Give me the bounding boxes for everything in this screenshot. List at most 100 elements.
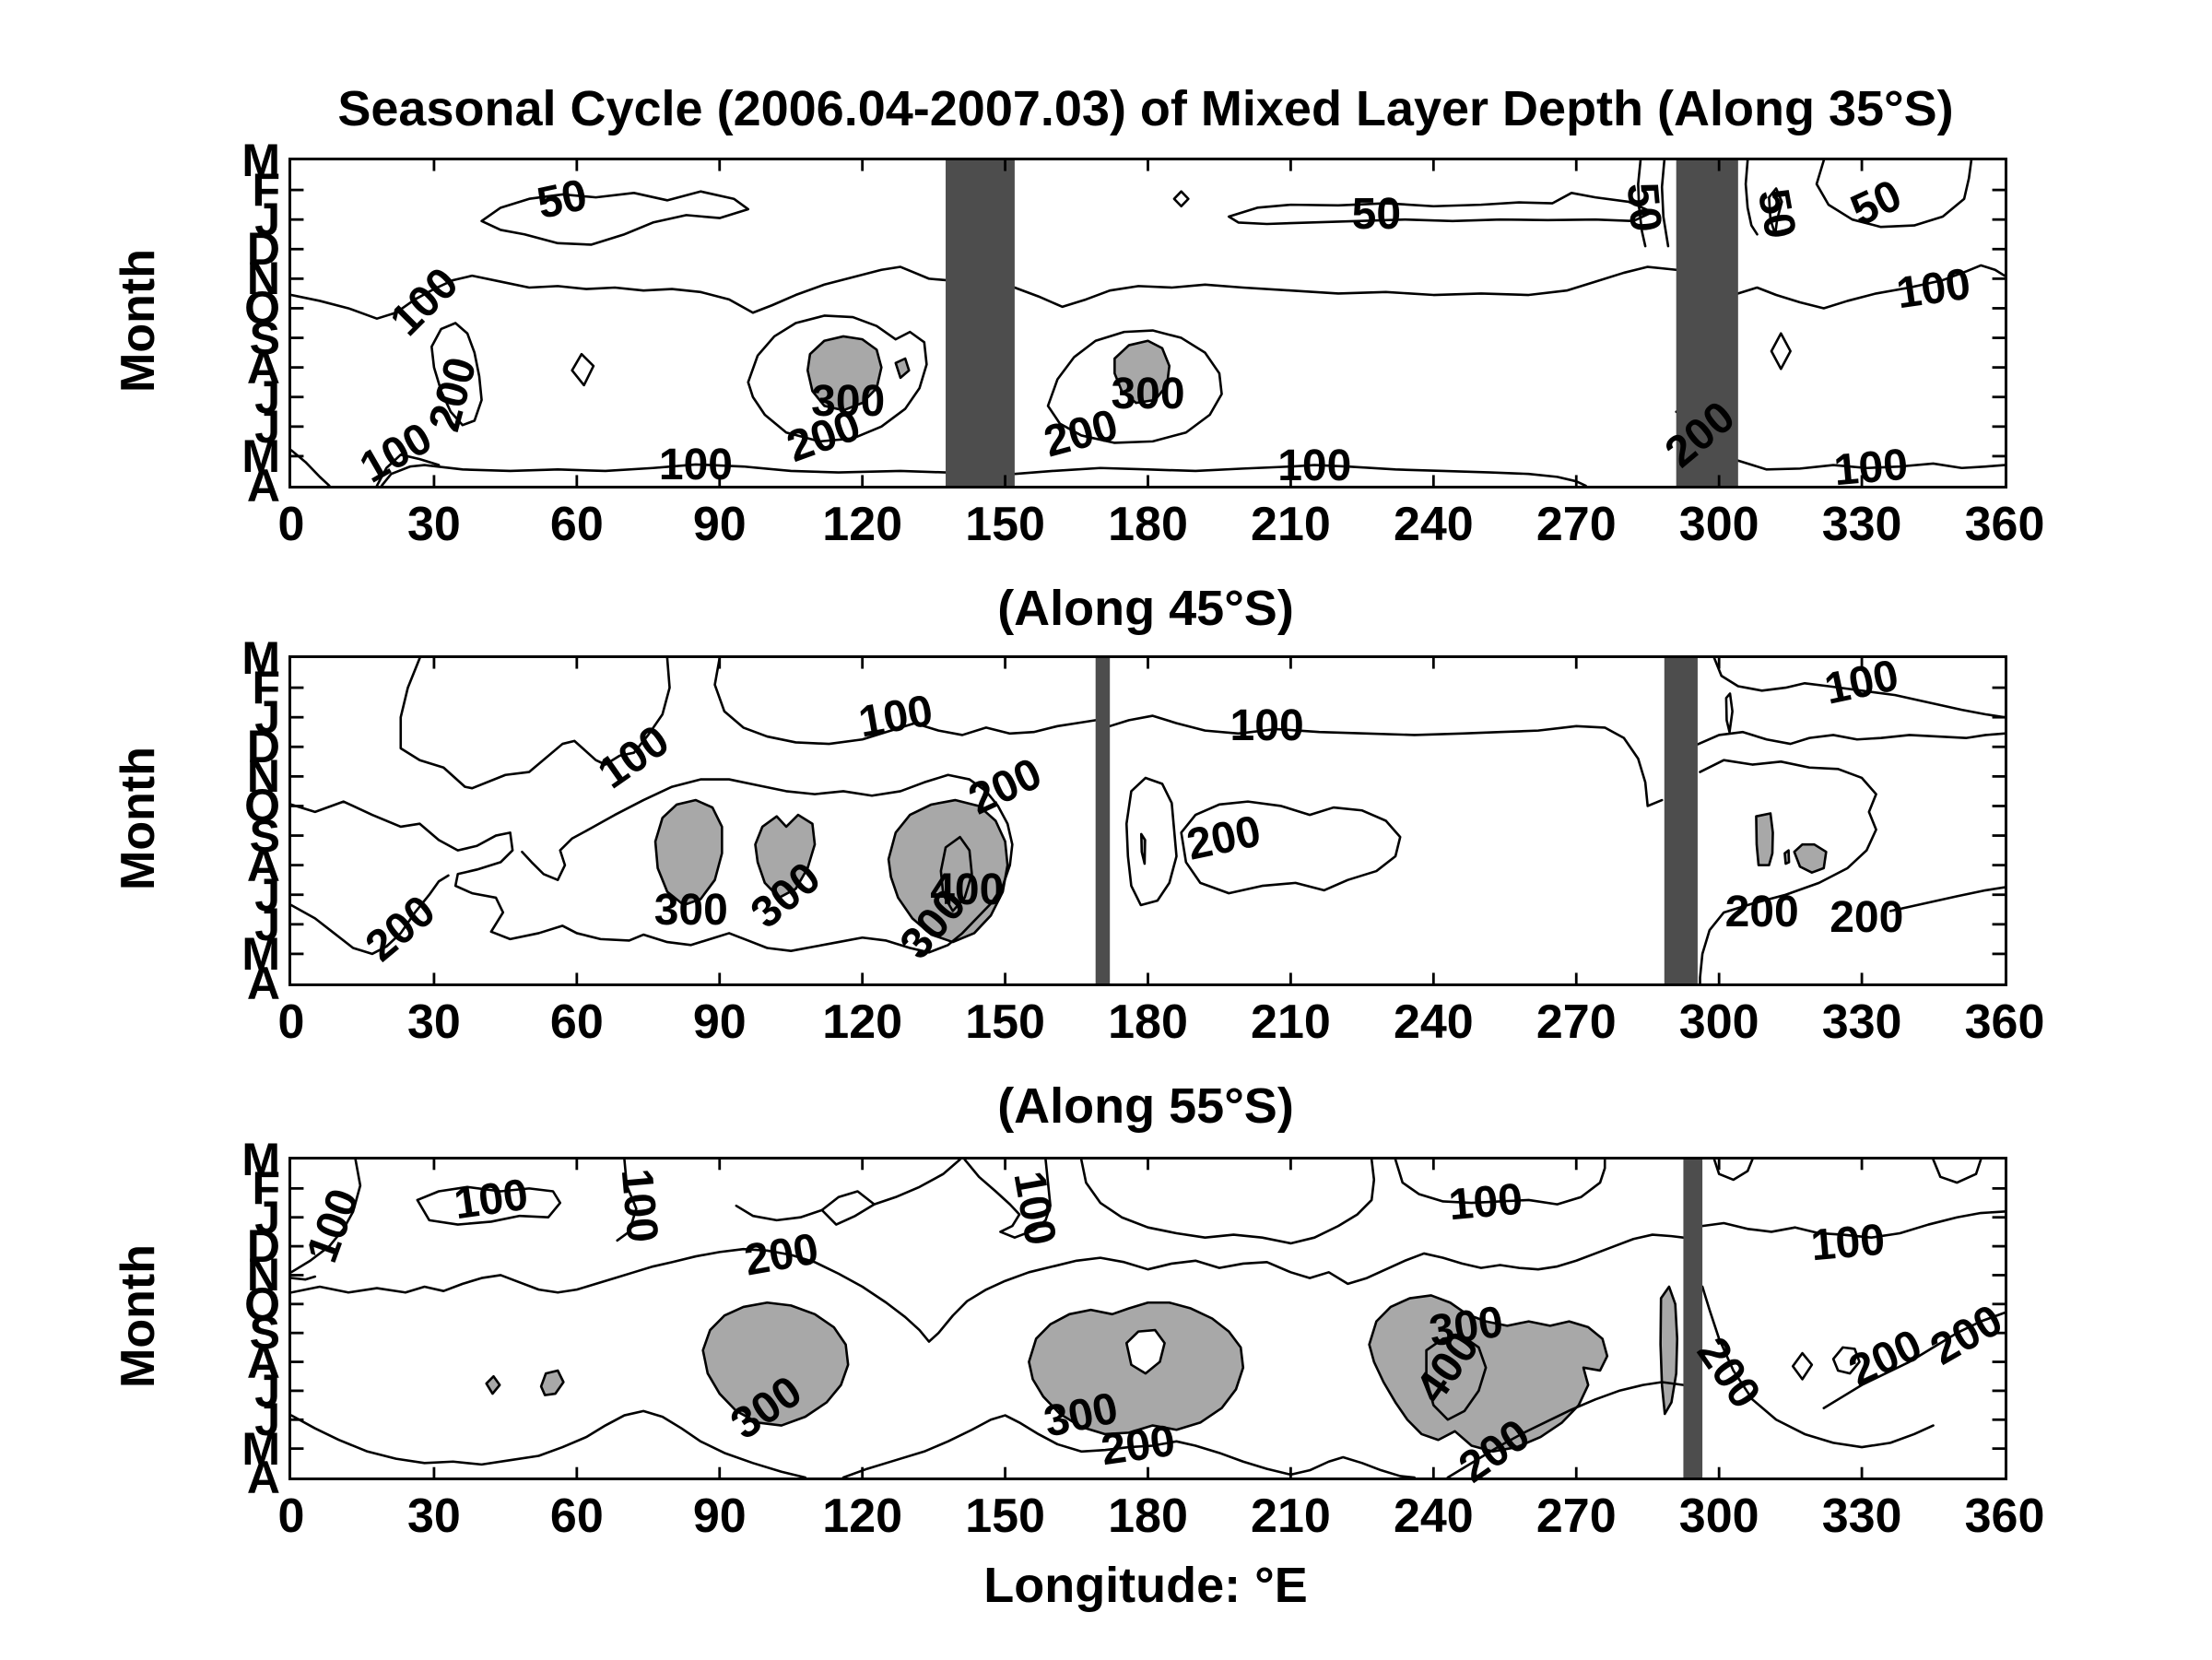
x-tick-label-240: 240: [1393, 498, 1474, 551]
contour-line-level-200: [1182, 802, 1401, 893]
contour-label-50: 50: [1747, 184, 1806, 242]
shaded-region-level-300: [703, 1302, 848, 1425]
y-tick-label-month: F: [252, 662, 280, 714]
contour-label-200: 200: [740, 1223, 822, 1286]
y-tick-label-month: N: [246, 1249, 280, 1301]
contour-line-level-100: [1702, 1211, 2005, 1237]
contour-label-200: 200: [1830, 893, 1904, 943]
y-tick-label-month: N: [246, 750, 280, 803]
shaded-region-level-300: [487, 1376, 500, 1394]
land-mask-bar: [1664, 658, 1698, 983]
x-tick-label-30: 30: [406, 1489, 461, 1543]
subtitle-45s: (Along 45°S): [997, 581, 1294, 636]
contour-line-level-200: [1702, 1287, 1933, 1447]
contour-line-level-50: [1769, 188, 1782, 234]
contour-line-level-100: [401, 658, 670, 788]
x-tick-label-270: 270: [1535, 498, 1617, 551]
x-tick-label-180: 180: [1108, 498, 1188, 551]
land-mask-bar: [946, 160, 1015, 486]
contour-line-level-200: [843, 1416, 1415, 1478]
y-tick-label-month: A: [246, 958, 280, 1009]
x-tick-label-330: 330: [1821, 995, 1902, 1049]
y-tick-label-month: J: [254, 1364, 280, 1417]
contour-line-level-100: [1726, 694, 1733, 733]
y-tick-label-month: N: [246, 253, 280, 305]
x-tick-label-210: 210: [1251, 1489, 1331, 1543]
shaded-region-level-300: [1661, 1287, 1677, 1414]
x-tick-label-120: 120: [822, 995, 903, 1049]
x-tick-label-90: 90: [692, 995, 747, 1049]
y-tick-label-month: M: [241, 135, 280, 186]
contour-line-level-100: [291, 1160, 360, 1272]
x-tick-label-30: 30: [406, 498, 461, 551]
x-tick-label-60: 60: [549, 1489, 604, 1543]
y-tick-label-month: A: [246, 341, 280, 394]
contour-line-level-100: [965, 1160, 1051, 1238]
contour-line-level-400: [1427, 1336, 1487, 1419]
contour-line-level-200: [1824, 1313, 2005, 1408]
y-tick-label-month: S: [249, 312, 280, 364]
contour-label-100: 100: [451, 1170, 532, 1230]
x-tick-label-60: 60: [549, 995, 604, 1049]
contour-line-level-100: [1395, 1160, 1605, 1205]
contour-label-100: 100: [1004, 1168, 1065, 1250]
x-tick-label-30: 30: [406, 995, 461, 1049]
shaded-region-level-300: [1029, 1302, 1242, 1434]
contour-line-level-200: [291, 876, 448, 954]
contour-line-level-50: [1638, 160, 1645, 246]
contour-line-level-50: [1174, 192, 1188, 206]
contour-label-300: 300: [653, 886, 728, 936]
contour-label-300: 300: [1111, 369, 1185, 418]
x-tick-label-0: 0: [277, 1489, 305, 1543]
contour-line-level-200: [748, 315, 927, 441]
y-tick-label-month: J: [254, 1394, 280, 1446]
y-tick-label-month: M: [241, 1422, 280, 1475]
x-tick-label-0: 0: [277, 498, 305, 551]
contour-label-300: 300: [811, 376, 886, 426]
contour-line-level-50: [1817, 160, 1971, 227]
x-tick-label-150: 150: [965, 995, 1045, 1049]
shaded-region-level-300: [541, 1371, 563, 1395]
y-tick-label-month: S: [249, 1307, 280, 1360]
shaded-region-level-300: [1370, 1295, 1607, 1451]
x-tick-label-300: 300: [1678, 995, 1759, 1049]
shaded-region-level-300: [755, 815, 815, 898]
y-tick-label-month: O: [244, 780, 280, 832]
y-tick-label-month: M: [241, 927, 280, 980]
y-tick-label-month: A: [246, 1336, 280, 1388]
land-mask-bar: [1676, 160, 1738, 486]
shaded-region-level-300: [1114, 341, 1169, 403]
contour-label-50: 50: [1617, 181, 1670, 235]
contour-label-400: 400: [930, 865, 1005, 914]
x-tick-label-60: 60: [549, 498, 604, 551]
contour-line-level-50: [1746, 160, 1757, 234]
contour-line-level-200: [1448, 1383, 1684, 1478]
contour-line-level-100: [1934, 1160, 1982, 1183]
contour-label-100: 100: [1230, 700, 1304, 750]
y-tick-label-month: M: [241, 632, 280, 684]
x-tick-label-210: 210: [1251, 995, 1331, 1049]
contour-line-level-200: [291, 775, 1012, 953]
x-tick-label-360: 360: [1964, 1489, 2045, 1543]
x-tick-label-210: 210: [1251, 498, 1331, 551]
contour-label-100: 100: [1893, 259, 1973, 318]
x-tick-label-180: 180: [1108, 995, 1188, 1049]
contour-line-level-200: [572, 354, 594, 385]
x-tick-label-330: 330: [1821, 1489, 1902, 1543]
contour-label-100: 100: [1808, 1215, 1887, 1271]
contour-line-level-100: [1738, 265, 2005, 309]
contour-line-level-100: [736, 1206, 822, 1220]
contour-label-50: 50: [1351, 190, 1402, 240]
contour-panel-55s: 100 100 100 100 100 100 200 200 200 200 200 200 300 3…: [241, 1136, 2044, 1540]
y-axis-title: Month: [112, 746, 165, 890]
y-tick-label-month: J: [254, 1191, 280, 1243]
y-axis-title: Month: [112, 1243, 165, 1388]
shaded-region-level-300: [896, 359, 909, 378]
x-tick-label-0: 0: [277, 995, 305, 1049]
contour-line-level-100: [715, 658, 1096, 744]
x-tick-label-120: 120: [822, 498, 903, 551]
y-tick-label-month: D: [246, 1220, 280, 1273]
contour-line-level-100: [875, 1160, 960, 1205]
y-tick-label-month: J: [254, 400, 280, 453]
contour-line-level-100: [1015, 267, 1677, 307]
